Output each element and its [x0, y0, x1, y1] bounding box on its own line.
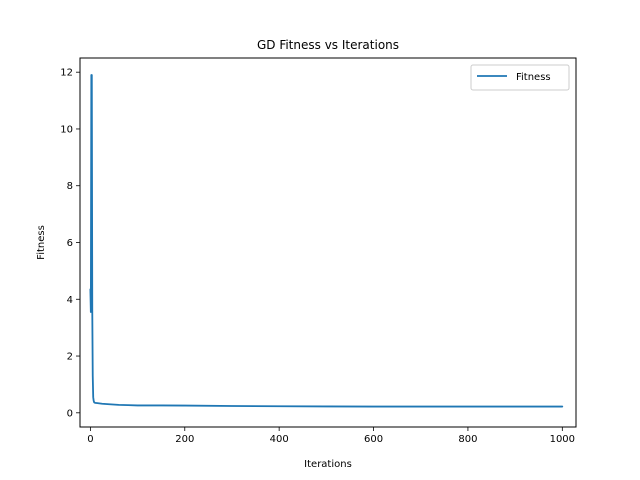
y-axis-ticks: 0 2 4 6 8 10 12 — [60, 68, 80, 419]
legend: Fitness — [470, 64, 570, 91]
series-line-fitness — [89, 74, 564, 408]
legend-label-fitness: Fitness — [516, 72, 551, 83]
legend-box — [470, 64, 570, 91]
x-axis-label: Iterations — [304, 459, 352, 470]
y-tick-label: 12 — [60, 68, 73, 79]
x-tick-label: 600 — [364, 434, 383, 445]
x-tick-label: 1000 — [550, 434, 575, 445]
x-tick-label: 200 — [175, 434, 194, 445]
y-tick-label: 4 — [67, 295, 73, 306]
x-tick-label: 400 — [270, 434, 289, 445]
plot-background — [80, 58, 576, 427]
x-tick-label: 800 — [458, 434, 477, 445]
y-tick-label: 2 — [67, 352, 73, 363]
y-tick-label: 6 — [67, 238, 73, 249]
chart-title: GD Fitness vs Iterations — [257, 38, 399, 52]
x-tick-label: 0 — [87, 434, 93, 445]
series-layer — [89, 74, 564, 408]
x-axis-ticks: 0 200 400 600 800 1000 — [87, 427, 575, 445]
plot-area — [79, 57, 577, 428]
y-tick-label: 8 — [67, 181, 73, 192]
y-tick-label: 0 — [67, 408, 73, 419]
y-axis-label: Fitness — [36, 225, 47, 260]
y-tick-label: 10 — [60, 124, 73, 135]
